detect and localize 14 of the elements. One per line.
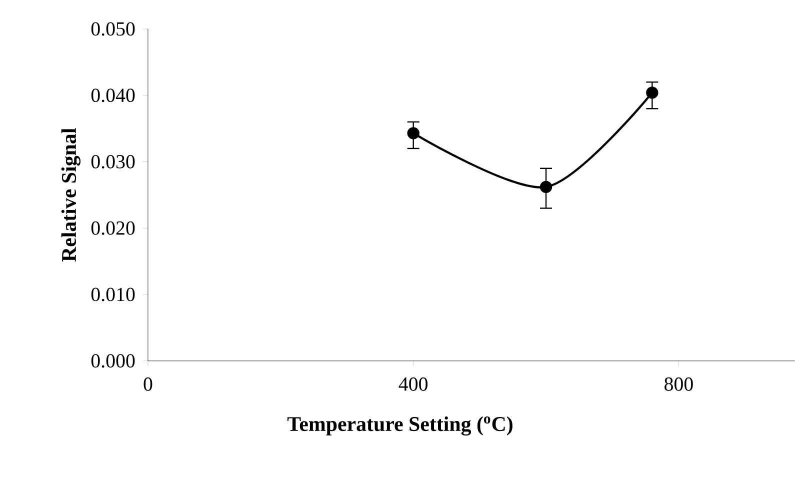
x-tick-label: 400: [398, 377, 428, 391]
y-tick-label: 0.000: [91, 354, 135, 368]
point: [540, 180, 552, 194]
y-tick-label: 0.040: [91, 88, 135, 102]
y-tick-label: 0.010: [91, 288, 135, 302]
y-tick-label: 0.030: [91, 155, 135, 169]
point: [407, 127, 420, 140]
y-tick-label: 0.020: [91, 221, 135, 235]
x-tick-label: 0: [144, 377, 152, 391]
point: [646, 86, 658, 99]
x-axis-title: Temperature Setting ($^{o}$C): [287, 416, 512, 436]
y-axis-title: Relative Signal: [61, 128, 80, 262]
y-tick-label: 0.050: [91, 22, 135, 36]
x-tick-label: 800: [664, 377, 693, 391]
